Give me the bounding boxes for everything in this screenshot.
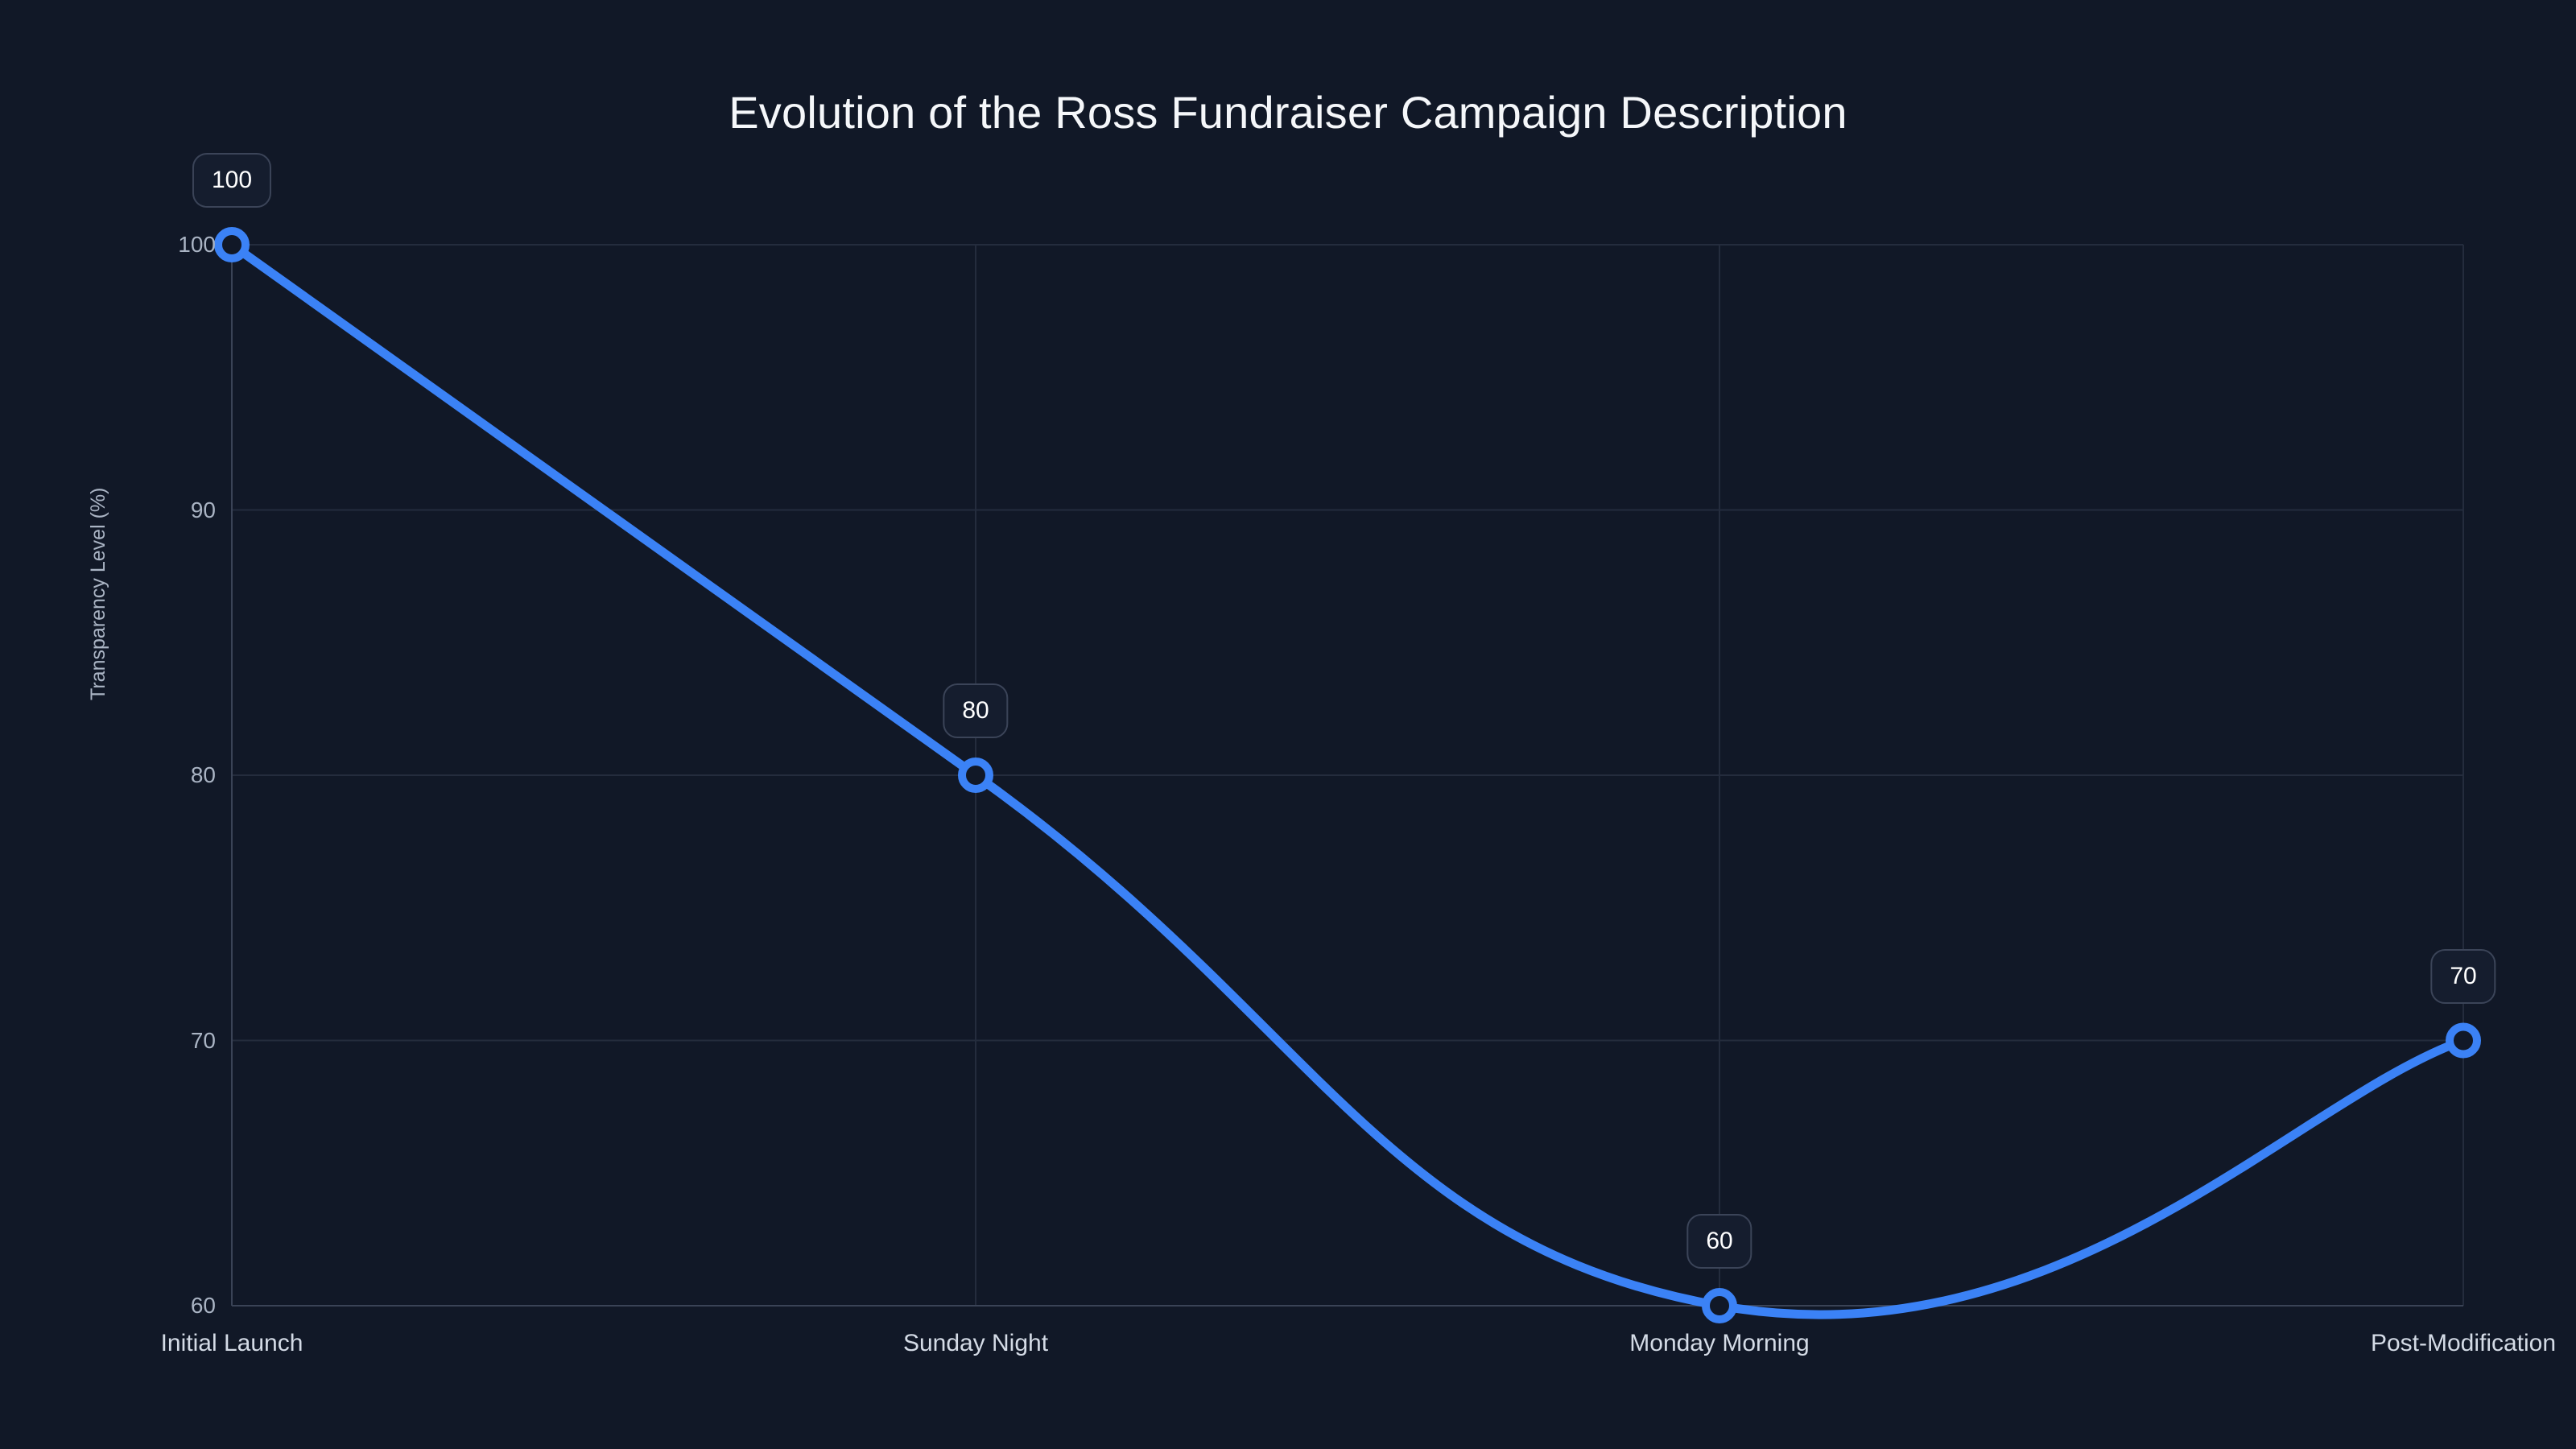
- data-label-badge: 70: [2430, 948, 2496, 1004]
- axis-lines: [231, 245, 2463, 1307]
- x-axis-tick-label: Sunday Night: [902, 1330, 1049, 1356]
- data-label-badge: 80: [943, 683, 1009, 738]
- x-axis-tick-label: Post-Modification: [2370, 1330, 2557, 1356]
- data-point-markers: [214, 227, 2481, 1323]
- y-axis-tick-label: 60: [190, 1293, 216, 1318]
- data-label-badge: 100: [192, 153, 272, 208]
- series-line-transparency: [227, 240, 2468, 1319]
- x-axis-tick-label: Initial Launch: [160, 1330, 303, 1356]
- y-axis-tick-label: 90: [190, 497, 216, 522]
- y-axis-tick-label: 100: [178, 232, 216, 257]
- data-label-badge: 60: [1686, 1214, 1752, 1269]
- chart-title: Evolution of the Ross Fundraiser Campaig…: [729, 87, 1847, 138]
- x-axis-tick-label: Monday Morning: [1629, 1330, 1810, 1356]
- data-point-marker[interactable]: [2446, 1022, 2481, 1059]
- y-axis-tick-label: 80: [190, 762, 216, 787]
- data-point-marker[interactable]: [958, 758, 993, 793]
- data-point-marker[interactable]: [214, 227, 250, 262]
- data-point-marker[interactable]: [1702, 1288, 1737, 1323]
- grid-lines: [232, 244, 2464, 1307]
- y-axis-tick-label: 70: [190, 1027, 216, 1053]
